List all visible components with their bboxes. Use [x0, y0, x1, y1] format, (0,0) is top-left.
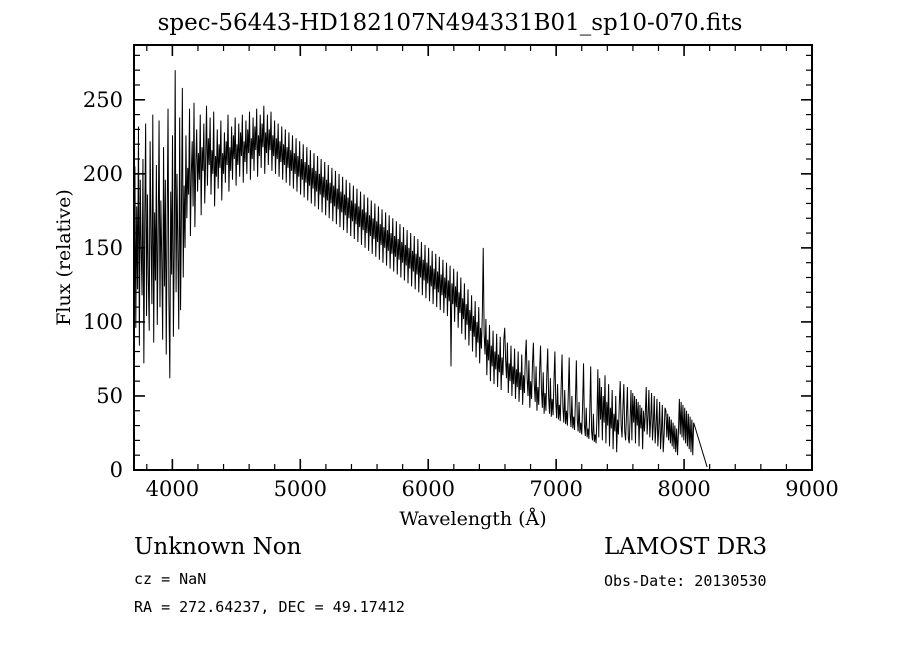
spectrum-trace — [134, 70, 708, 468]
cz-value-label: cz = NaN — [134, 570, 207, 588]
y-tick-label: 100 — [83, 310, 123, 334]
y-tick-label: 200 — [83, 162, 123, 186]
x-tick-label: 4000 — [146, 477, 199, 501]
y-tick-label: 150 — [83, 236, 123, 260]
x-tick-label: 8000 — [657, 477, 710, 501]
coordinates-label: RA = 272.64237, DEC = 49.17412 — [134, 598, 405, 616]
x-axis-title: Wavelength (Å) — [399, 508, 546, 530]
y-axis-title: Flux (relative) — [53, 189, 75, 326]
y-tick-label: 0 — [110, 458, 123, 482]
observation-date-label: Obs-Date: 20130530 — [604, 572, 767, 590]
x-tick-label: 9000 — [785, 477, 838, 501]
x-tick-label: 7000 — [529, 477, 582, 501]
x-tick-label: 6000 — [401, 477, 454, 501]
y-tick-label: 250 — [83, 88, 123, 112]
survey-name-label: LAMOST DR3 — [604, 534, 768, 560]
x-tick-label: 5000 — [274, 477, 327, 501]
y-tick-label: 50 — [96, 384, 123, 408]
plot-frame — [133, 44, 813, 471]
page-title: spec-56443-HD182107N494331B01_sp10-070.f… — [157, 10, 743, 36]
object-name-label: Unknown Non — [134, 534, 302, 560]
